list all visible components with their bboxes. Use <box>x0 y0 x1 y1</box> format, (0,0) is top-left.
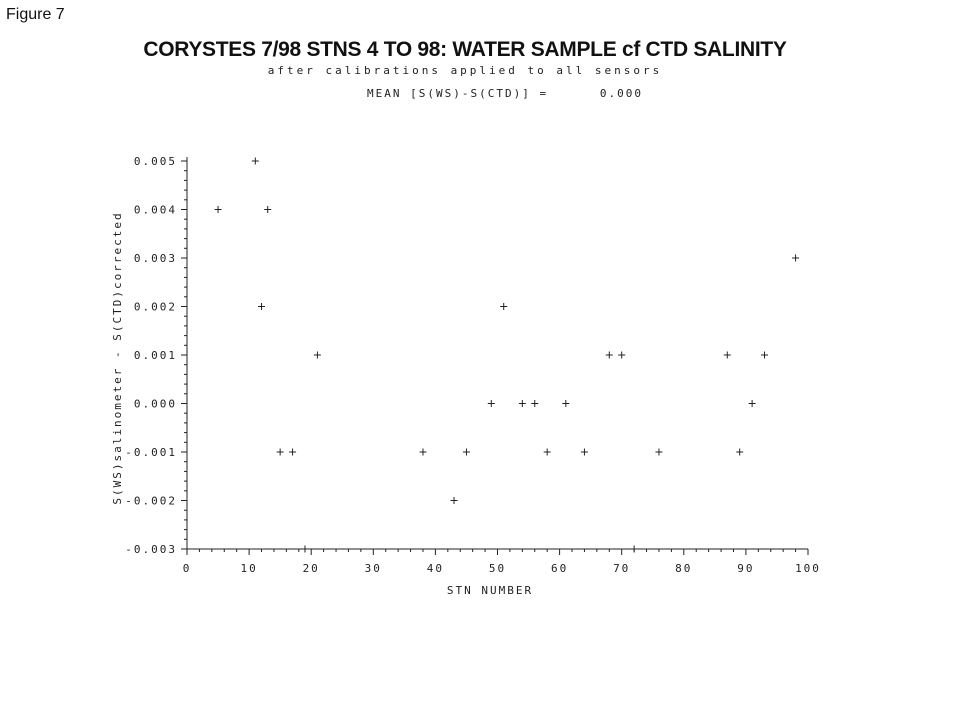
y-tick-label: -0.002 <box>125 495 177 508</box>
data-point <box>618 351 626 359</box>
mean-annotation: MEAN [S(WS)-S(CTD)] = 0.000 <box>367 87 643 100</box>
data-point <box>761 351 769 359</box>
x-tick-label: 100 <box>795 562 821 575</box>
data-point <box>580 448 588 456</box>
data-point <box>531 400 539 407</box>
y-tick-label: 0.005 <box>134 155 177 168</box>
data-point <box>462 448 470 456</box>
y-tick-label: -0.003 <box>125 543 177 556</box>
x-tick-label: 0 <box>183 562 192 575</box>
figure-label: Figure 7 <box>6 6 65 23</box>
data-point <box>419 448 427 456</box>
data-point <box>301 545 309 553</box>
data-point <box>543 448 551 456</box>
x-axis-ticks: 0 10 20 30 40 50 60 70 80 90 100 <box>183 549 821 575</box>
data-point <box>251 157 259 165</box>
data-point <box>487 400 495 407</box>
y-tick-label: 0.000 <box>134 398 177 411</box>
data-point <box>518 400 526 407</box>
y-axis-ticks: 0.005 0.004 0.003 0.002 0.001 0.000 -0.001 -0.0… <box>125 155 187 556</box>
data-points <box>214 157 800 553</box>
x-tick-label: 50 <box>489 562 506 575</box>
x-tick-label: 40 <box>427 562 444 575</box>
data-point <box>748 400 756 407</box>
y-tick-label: 0.002 <box>134 301 177 314</box>
x-tick-label: 60 <box>551 562 568 575</box>
data-point <box>562 400 570 407</box>
data-point <box>264 206 272 213</box>
y-tick-label: 0.003 <box>134 252 177 265</box>
chart-subtitle: after calibrations applied to all sensor… <box>267 64 663 77</box>
data-point <box>289 448 297 456</box>
x-axis-label: STN NUMBER <box>447 584 533 597</box>
y-tick-label: 0.004 <box>134 204 177 217</box>
data-point <box>450 497 458 504</box>
y-tick-label: 0.001 <box>134 349 177 362</box>
data-point <box>630 545 638 553</box>
data-point <box>605 351 613 359</box>
x-tick-label: 30 <box>365 562 382 575</box>
data-point <box>276 448 284 456</box>
data-point <box>258 303 266 310</box>
x-tick-label: 90 <box>737 562 754 575</box>
x-tick-label: 20 <box>303 562 320 575</box>
x-tick-label: 70 <box>613 562 630 575</box>
chart-title: CORYSTES 7/98 STNS 4 TO 98: WATER SAMPLE… <box>143 38 787 61</box>
y-tick-label: -0.001 <box>125 446 177 459</box>
data-point <box>792 254 800 262</box>
axes <box>186 157 808 550</box>
y-axis-label: S(WS)salinometer - S(CTD)corrected <box>111 211 124 504</box>
x-tick-label: 80 <box>675 562 692 575</box>
data-point <box>655 448 663 456</box>
data-point <box>736 448 744 456</box>
data-point <box>723 351 731 359</box>
x-tick-label: 10 <box>240 562 257 575</box>
data-point <box>313 351 321 359</box>
data-point <box>500 303 508 310</box>
data-point <box>214 206 222 213</box>
